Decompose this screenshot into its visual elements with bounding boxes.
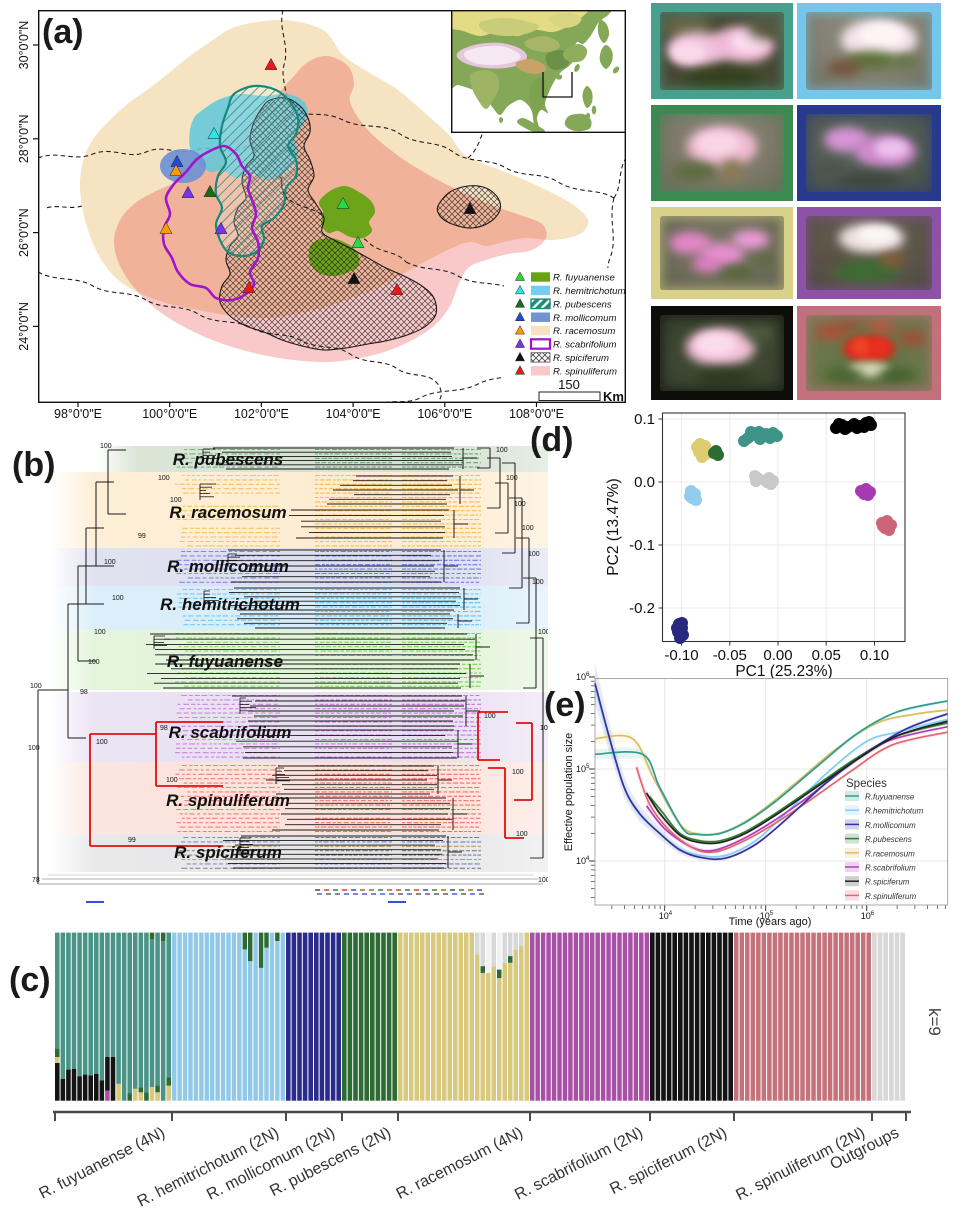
svg-text:104°0'0"E: 104°0'0"E xyxy=(326,407,381,421)
svg-text:0.05: 0.05 xyxy=(812,647,841,664)
svg-text:R. scabrifolium: R. scabrifolium xyxy=(169,723,292,742)
svg-text:-0.2: -0.2 xyxy=(629,600,655,617)
svg-text:150: 150 xyxy=(558,377,580,392)
svg-text:100: 100 xyxy=(538,629,548,636)
svg-text:100: 100 xyxy=(538,877,548,884)
svg-text:R. scabrifolium: R. scabrifolium xyxy=(553,340,616,351)
svg-text:100: 100 xyxy=(88,659,100,666)
svg-text:R. spinuliferum: R. spinuliferum xyxy=(166,791,290,810)
svg-text:PC2 (13.47%): PC2 (13.47%) xyxy=(605,478,622,575)
svg-text:R. fuyuanense: R. fuyuanense xyxy=(553,273,615,284)
svg-text:-0.1: -0.1 xyxy=(629,537,655,554)
svg-text:100: 100 xyxy=(100,443,112,450)
svg-text:100: 100 xyxy=(484,713,496,720)
svg-text:98°0'0"E: 98°0'0"E xyxy=(54,407,102,421)
svg-text:Time (years ago): Time (years ago) xyxy=(729,916,812,928)
svg-text:PC1 (25.23%): PC1 (25.23%) xyxy=(735,663,832,680)
svg-text:R. pubescens: R. pubescens xyxy=(173,450,284,469)
svg-text:24°0'0"N: 24°0'0"N xyxy=(17,302,31,351)
svg-text:28°0'0"N: 28°0'0"N xyxy=(17,114,31,163)
svg-text:R. racemosum: R. racemosum xyxy=(169,503,286,522)
svg-text:R. racemosum: R. racemosum xyxy=(553,326,615,337)
svg-text:99: 99 xyxy=(128,837,136,844)
svg-text:100: 100 xyxy=(514,501,526,508)
svg-text:100: 100 xyxy=(158,475,170,482)
svg-text:0.00: 0.00 xyxy=(763,647,792,664)
svg-text:R. mollicomum: R. mollicomum xyxy=(553,313,616,324)
svg-text:R.spiciferum: R.spiciferum xyxy=(865,878,910,887)
svg-text:R.hemitrichotum: R.hemitrichotum xyxy=(865,807,924,816)
svg-text:100°0'0"E: 100°0'0"E xyxy=(142,407,197,421)
svg-text:-0.05: -0.05 xyxy=(713,647,747,664)
svg-text:R. hemitrichotum: R. hemitrichotum xyxy=(160,595,300,614)
svg-text:100: 100 xyxy=(522,525,534,532)
svg-text:100: 100 xyxy=(516,831,528,838)
svg-text:R. spinuliferum: R. spinuliferum xyxy=(553,366,617,377)
svg-text:R. spiciferum: R. spiciferum xyxy=(553,353,609,364)
svg-text:100: 100 xyxy=(112,595,124,602)
svg-text:R. spiciferum: R. spiciferum xyxy=(174,843,282,862)
svg-text:105: 105 xyxy=(760,911,774,921)
svg-text:Species: Species xyxy=(846,778,887,790)
svg-text:100: 100 xyxy=(170,497,182,504)
svg-text:-0.10: -0.10 xyxy=(664,647,698,664)
svg-text:Km: Km xyxy=(603,389,624,403)
svg-text:108°0'0"E: 108°0'0"E xyxy=(509,407,564,421)
svg-text:102°0'0"E: 102°0'0"E xyxy=(234,407,289,421)
svg-text:104: 104 xyxy=(576,856,590,866)
svg-text:100: 100 xyxy=(540,725,548,732)
svg-text:R.fuyuanense: R.fuyuanense xyxy=(865,793,915,802)
svg-text:98: 98 xyxy=(80,689,88,696)
svg-text:100: 100 xyxy=(506,475,518,482)
svg-text:R.racemosum: R.racemosum xyxy=(865,849,915,858)
svg-text:100: 100 xyxy=(532,579,544,586)
svg-text:26°0'0"N: 26°0'0"N xyxy=(17,208,31,257)
svg-text:100: 100 xyxy=(94,629,106,636)
svg-text:100: 100 xyxy=(528,551,540,558)
svg-text:R. pubescens: R. pubescens xyxy=(553,299,612,310)
svg-text:100: 100 xyxy=(30,683,42,690)
svg-text:106°0'0"E: 106°0'0"E xyxy=(417,407,472,421)
svg-text:R.spinuliferum: R.spinuliferum xyxy=(865,892,916,901)
svg-text:100: 100 xyxy=(166,777,178,784)
svg-text:R.scabrifolium: R.scabrifolium xyxy=(865,864,916,873)
svg-text:78: 78 xyxy=(32,877,40,884)
svg-text:100: 100 xyxy=(28,745,40,752)
svg-text:100: 100 xyxy=(96,739,108,746)
svg-text:100: 100 xyxy=(496,447,508,454)
svg-text:R. racemosum (4N): R. racemosum (4N) xyxy=(394,1124,526,1203)
svg-text:105: 105 xyxy=(576,764,590,774)
svg-text:R. fuyuanense: R. fuyuanense xyxy=(167,652,283,671)
svg-text:98: 98 xyxy=(160,725,168,732)
svg-text:Effective population size: Effective population size xyxy=(563,733,575,851)
svg-text:R. mollicomum: R. mollicomum xyxy=(167,557,289,576)
svg-text:R.mollicomum: R.mollicomum xyxy=(865,821,916,830)
svg-text:k=9: k=9 xyxy=(925,1008,944,1036)
svg-text:100: 100 xyxy=(512,769,524,776)
svg-text:104: 104 xyxy=(659,911,673,921)
svg-text:106: 106 xyxy=(861,911,875,921)
svg-text:R. hemitrichotum: R. hemitrichotum xyxy=(553,286,626,297)
svg-text:R.pubescens: R.pubescens xyxy=(865,835,912,844)
svg-text:0.10: 0.10 xyxy=(860,647,889,664)
svg-text:0.0: 0.0 xyxy=(634,474,655,491)
svg-text:100: 100 xyxy=(104,559,116,566)
svg-text:106: 106 xyxy=(576,672,590,682)
svg-text:99: 99 xyxy=(138,533,146,540)
svg-text:30°0'0"N: 30°0'0"N xyxy=(17,21,31,70)
svg-text:0.1: 0.1 xyxy=(634,411,655,428)
